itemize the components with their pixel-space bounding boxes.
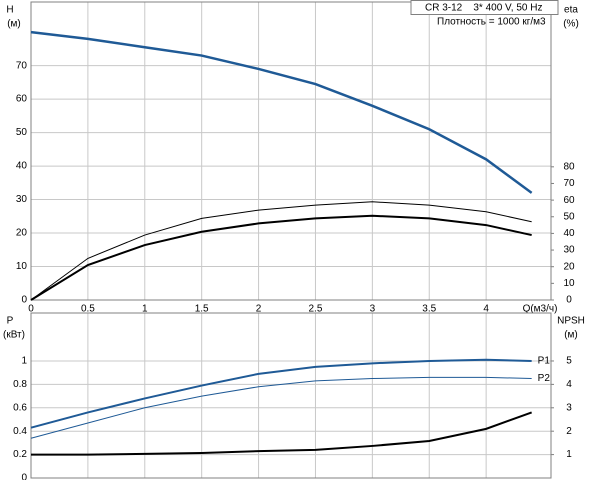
y2-tick-label: 10: [563, 278, 575, 289]
y2-tick-label: 20: [563, 261, 575, 272]
y2-tick-label: 4: [566, 379, 572, 390]
y2-axis-unit: (%): [563, 19, 579, 30]
plot-frame: [30, 1, 552, 301]
x-axis-label: Q(м3/ч): [523, 304, 558, 315]
curve: [30, 358, 532, 429]
x-tick-label: 3: [370, 304, 376, 315]
x-tick-label: 4: [483, 304, 489, 315]
x-tick-label: 1.5: [195, 304, 209, 315]
series-label: P1: [538, 356, 551, 367]
y2-axis-label: eta: [564, 5, 578, 16]
y2-tick-label: 40: [563, 228, 575, 239]
x-tick-label: 0: [28, 304, 34, 315]
y-axis-unit: (кВт): [3, 330, 25, 341]
y2-tick-label: 1: [566, 449, 572, 460]
y-axis-unit: (м): [7, 19, 21, 30]
info-box: [410, 0, 559, 15]
curve: [31, 411, 532, 456]
y-tick-label: 10: [16, 261, 28, 272]
info-model: CR 3-12 3* 400 V, 50 Hz: [425, 3, 542, 14]
y-axis-label: H: [6, 5, 13, 16]
y2-tick-label: 0: [566, 295, 572, 306]
y-tick-label: 70: [16, 60, 28, 71]
y2-tick-label: 3: [566, 402, 572, 413]
y-tick-label: 0.2: [13, 449, 27, 460]
x-tick-label: 3.5: [422, 304, 436, 315]
x-tick-label: 0.5: [81, 304, 95, 315]
y-tick-label: 0.6: [13, 402, 27, 413]
y2-tick-label: 60: [563, 195, 575, 206]
plot-frame: [30, 312, 552, 479]
curve: [30, 30, 533, 194]
y-tick-label: 50: [16, 127, 28, 138]
curve: [30, 376, 532, 439]
y2-tick-label: 80: [563, 161, 575, 172]
y-tick-label: 40: [16, 161, 28, 172]
curve: [30, 214, 532, 301]
y2-tick-label: 70: [563, 178, 575, 189]
y-tick-label: 0: [21, 295, 27, 306]
y-axis-label: P: [7, 316, 14, 327]
y2-axis-unit: (м): [564, 330, 578, 341]
y2-tick-label: 5: [566, 356, 572, 367]
x-tick-label: 2.5: [309, 304, 323, 315]
x-tick-label: 2: [256, 304, 262, 315]
y-tick-label: 1: [21, 356, 27, 367]
curve: [30, 201, 532, 301]
series-label: P2: [538, 373, 551, 384]
y2-tick-label: 30: [563, 245, 575, 256]
y2-axis-label: NPSH: [557, 316, 585, 327]
y-tick-label: 0: [21, 473, 27, 480]
y-tick-label: 30: [16, 194, 28, 205]
y-tick-label: 60: [16, 94, 28, 105]
x-tick-label: 1: [142, 304, 148, 315]
y-tick-label: 0.4: [13, 426, 27, 437]
y-tick-label: 0.8: [13, 379, 27, 390]
y2-tick-label: 2: [566, 426, 572, 437]
y2-tick-label: 50: [563, 211, 575, 222]
y-tick-label: 20: [16, 228, 28, 239]
info-density: Плотность = 1000 кг/м3: [437, 17, 546, 28]
